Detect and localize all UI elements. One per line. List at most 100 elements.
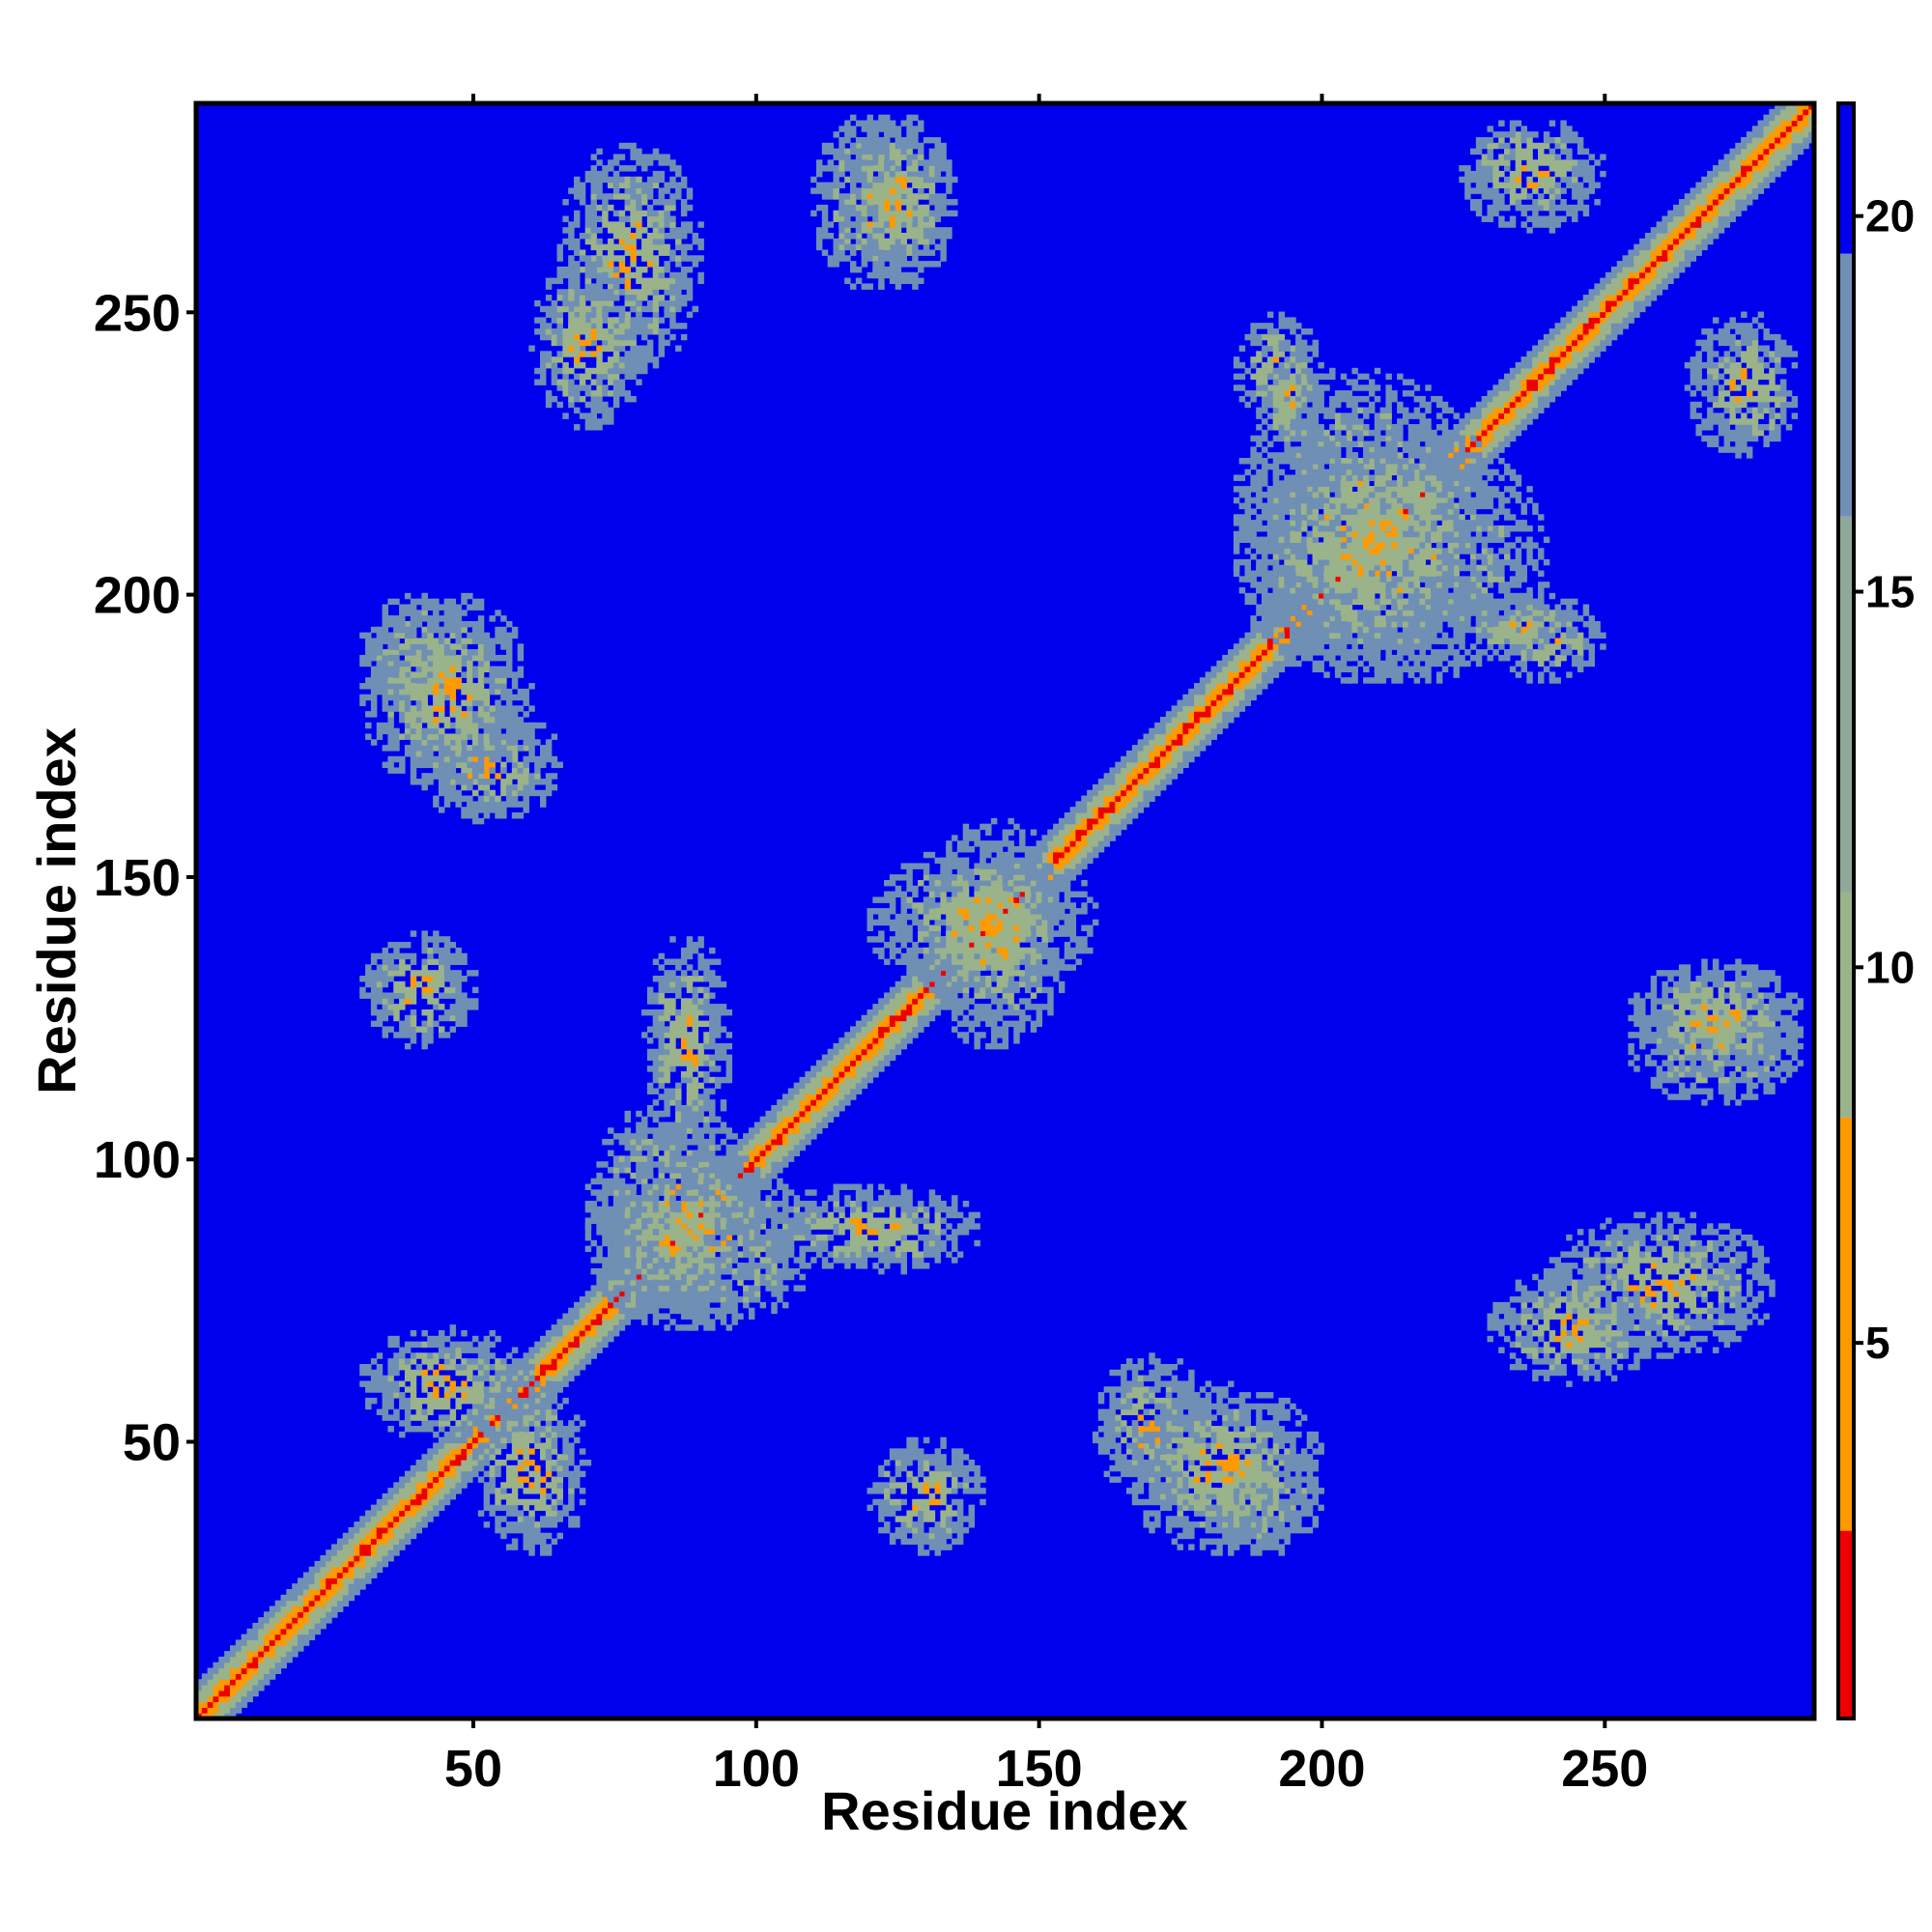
heatmap-cell [1690,1251,1697,1258]
heatmap-cell [1797,148,1804,156]
heatmap-cell [641,361,648,369]
heatmap-cell [314,1605,321,1612]
heatmap-cell [861,1054,868,1061]
heatmap-cell [821,1071,829,1078]
heatmap-cell [1087,823,1094,831]
heatmap-cell [658,1239,666,1247]
heatmap-cell [1746,1239,1753,1247]
heatmap-cell [827,187,835,194]
heatmap-cell [1097,846,1105,853]
heatmap-cell [1616,305,1624,313]
heatmap-cell [1109,817,1116,825]
heatmap-cell [833,249,839,256]
heatmap-cell [850,1071,857,1078]
heatmap-cell [1779,136,1787,144]
heatmap-cell [641,333,648,341]
heatmap-cell [1684,243,1691,251]
heatmap-cell [646,356,654,363]
heatmap-cell [889,1004,896,1010]
heatmap-cell [850,249,857,256]
heatmap-cell [264,1617,270,1624]
heatmap-cell [574,210,581,217]
heatmap-cell [630,210,637,217]
heatmap-cell [213,1662,219,1669]
heatmap-cell [799,1088,806,1094]
heatmap-cell [781,1094,789,1100]
heatmap-cell [376,1516,384,1522]
heatmap-cell [1115,761,1122,769]
heatmap-cell [777,1127,783,1134]
heatmap-cell [551,1386,558,1393]
heatmap-cell [1165,722,1173,729]
heatmap-cell [1154,761,1161,769]
heatmap-cell [884,1032,891,1038]
heatmap-cell [1419,458,1426,465]
heatmap-cell [1210,683,1217,690]
heatmap-cell [393,1549,400,1556]
heatmap-cell [1695,1065,1702,1072]
heatmap-cell [579,1341,586,1349]
heatmap-cell [1746,1082,1753,1090]
heatmap-cell [449,1436,457,1444]
heatmap-cell [1554,323,1561,329]
heatmap-cell [1707,232,1714,240]
heatmap-cell [827,148,835,156]
heatmap-cell [1678,1319,1686,1325]
heatmap-cell [652,361,660,369]
heatmap-cell [838,255,845,262]
heatmap-cell [1695,1279,1702,1287]
heatmap-cell [1092,817,1099,825]
heatmap-cell [1650,283,1658,290]
heatmap-cell [1628,1229,1634,1236]
heatmap-cell [1266,677,1274,684]
heatmap-cell [1143,773,1150,780]
heatmap-cell [438,1442,445,1449]
heatmap-cell [815,165,823,172]
heatmap-cell [1707,1307,1714,1315]
heatmap-cell [246,1634,253,1641]
heatmap-cell [1769,1279,1776,1287]
heatmap-cell [878,1042,885,1050]
heatmap-cell [1069,829,1077,836]
heatmap-cell [1543,356,1550,363]
heatmap-cell [624,249,631,256]
heatmap-cell [1233,705,1240,712]
heatmap-cell [1577,345,1584,352]
heatmap-cell [1075,868,1082,875]
heatmap-cell [1751,170,1759,178]
heatmap-cell [1763,131,1770,138]
heatmap-cell [348,1566,355,1574]
heatmap-cell [1019,857,1026,865]
heatmap-cell [331,1611,338,1618]
heatmap-cell [664,339,670,347]
heatmap-cell [1808,126,1815,132]
heatmap-cell [1751,1267,1759,1275]
heatmap-cell [1228,654,1235,662]
heatmap-cell [680,295,688,301]
heatmap-cell [743,1167,750,1174]
heatmap-cell [433,1510,440,1517]
heatmap-cell [850,261,857,268]
heatmap-cell [1210,711,1217,718]
heatmap-cell [1216,727,1223,735]
heatmap-cell [1487,390,1493,397]
heatmap-cell [878,1054,885,1061]
heatmap-cell [1746,1076,1753,1084]
heatmap-cell [596,170,603,178]
heatmap-cell [201,1701,209,1708]
heatmap-cell [1769,136,1776,144]
heatmap-cell [1250,654,1257,662]
heatmap-cell [1639,305,1646,313]
heatmap-cell [326,1572,332,1578]
heatmap-cell [630,328,637,335]
heatmap-cell [1103,812,1111,819]
heatmap-cell [844,1037,851,1044]
heatmap-cell [612,323,620,329]
heatmap-cell [1667,1076,1674,1084]
heatmap-cell [415,1464,423,1472]
heatmap-cell [326,1589,332,1596]
heatmap-cell [1662,1239,1668,1247]
heatmap-cell [872,1060,879,1066]
heatmap-cell [1498,412,1505,419]
heatmap-cell [1718,1267,1725,1275]
